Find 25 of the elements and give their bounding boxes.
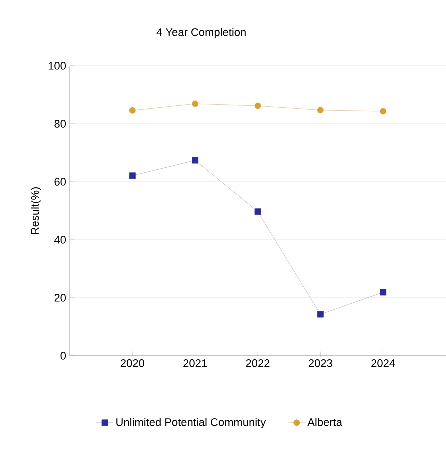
point — [254, 102, 262, 110]
point — [192, 157, 199, 164]
x-tick-label: 2024 — [372, 360, 396, 368]
y-axis-title: Result(%) — [31, 188, 42, 234]
y-tick-label: 40 — [54, 236, 66, 244]
y-tick-label: 20 — [54, 294, 66, 302]
y-tick-label: 80 — [54, 120, 66, 128]
point — [380, 289, 387, 296]
y-tick-label: 100 — [48, 62, 66, 70]
point — [380, 108, 387, 115]
point — [129, 107, 136, 114]
point — [254, 208, 262, 216]
y-tick-label: 0 — [60, 352, 66, 360]
legend-label: Unlimited Potential Community — [116, 418, 266, 428]
legend-label: Alberta — [308, 418, 342, 426]
point — [192, 100, 199, 108]
point — [317, 311, 324, 318]
point — [129, 172, 136, 180]
x-tick-label: 2021 — [184, 360, 208, 368]
x-tick-label: 2020 — [120, 360, 144, 368]
x-tick-label: 2023 — [308, 360, 332, 368]
x-tick-label: 2022 — [246, 360, 270, 368]
y-tick-label: 60 — [54, 178, 66, 186]
chart-title: 4 Year Completion — [156, 28, 246, 38]
point — [317, 107, 324, 114]
